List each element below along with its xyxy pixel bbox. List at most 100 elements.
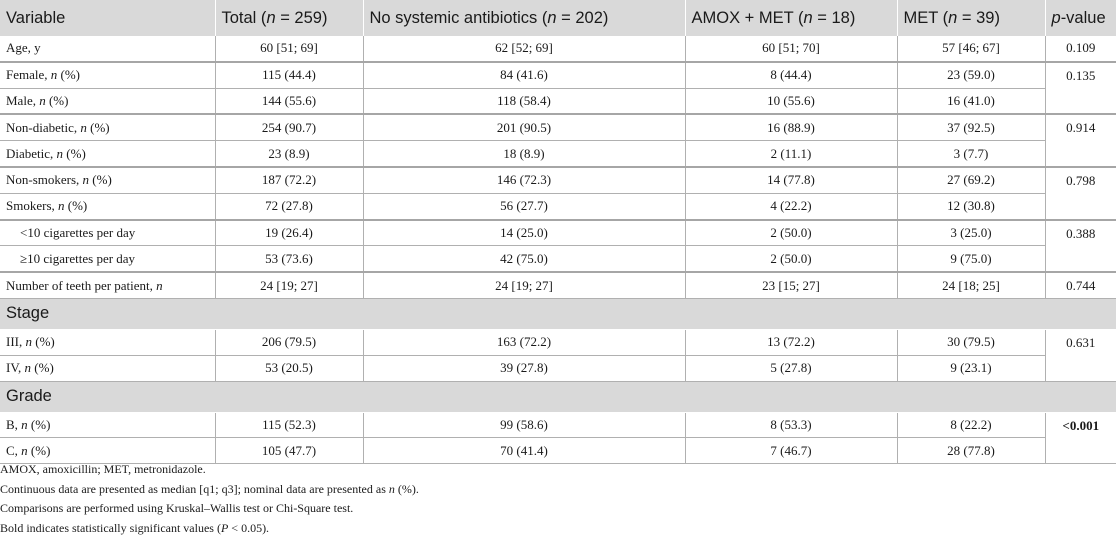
table-footnotes: AMOX, amoxicillin; MET, metronidazole. C… [0,460,1116,539]
table-row-male: Male, n (%) 144 (55.6) 118 (58.4) 10 (55… [0,88,1116,116]
cell-met: 23 (59.0) [896,61,1045,89]
cell-met: 16 (41.0) [896,88,1045,116]
cell-no-antibiotics: 24 [19; 27] [362,272,685,299]
cell-met: 27 (69.2) [896,166,1045,194]
table-row-stage-iii: III, n (%) 206 (79.5) 163 (72.2) 13 (72.… [0,329,1116,382]
footnote-significance: Bold indicates statistically significant… [0,519,1116,539]
label-text: Age, y [6,40,41,56]
header-text: No systemic antibiotics ( [369,8,548,27]
cell-met: 9 (75.0) [896,245,1045,274]
cell-no-antibiotics: 84 (41.6) [362,61,685,89]
table-row-female: Female, n (%) 115 (44.4) 84 (41.6) 8 (44… [0,61,1116,116]
label-text: Male, [6,92,40,108]
cell-no-antibiotics: 62 [52; 69] [362,36,685,63]
cell-amox-met: 8 (44.4) [684,61,897,89]
row-label: Male, n (%) [0,88,215,116]
cell-amox-met: 60 [51; 70] [684,36,897,63]
cell-total: 105 (47.7) [214,437,363,465]
header-text: -value [1060,8,1106,27]
cell-amox-met: 7 (46.7) [684,437,897,465]
footnote-abbreviations: AMOX, amoxicillin; MET, metronidazole. [0,462,206,476]
cell-p-value: 0.744 [1044,272,1116,299]
cell-p-value: 0.135 [1044,61,1116,116]
cell-no-antibiotics: 39 (27.8) [362,355,685,382]
cell-met: 28 (77.8) [896,437,1045,465]
cell-total: 206 (79.5) [214,329,363,356]
label-text: Non-smokers, [6,172,83,188]
cell-met: 3 (7.7) [896,140,1045,168]
label-text: Non-diabetic, [6,119,81,135]
label-n: n [58,198,65,214]
header-p-value: p-value [1044,0,1116,36]
cell-no-antibiotics: 70 (41.4) [362,437,685,465]
label-unit: (%) [27,416,51,432]
label-unit: (%) [27,442,51,458]
row-label: III, n (%) [0,329,215,356]
label-n: n [25,334,33,350]
label-unit: (%) [31,360,54,376]
label-unit: (%) [64,198,88,214]
header-text: AMOX + MET ( [691,8,804,27]
label-text: B, [6,416,22,432]
table-row-non-smokers: Non-smokers, n (%) 187 (72.2) 146 (72.3)… [0,166,1116,221]
cell-amox-met: 13 (72.2) [684,329,897,356]
cell-total: 53 (73.6) [214,245,363,274]
cell-amox-met: 10 (55.6) [684,88,897,116]
label-n: n [21,416,28,432]
section-title: Grade [0,381,1116,413]
footnote-tests: Comparisons are performed using Kruskal–… [0,501,354,516]
header-text: = 202) [556,8,609,27]
cell-met: 30 (79.5) [896,329,1045,356]
cell-total: 53 (20.5) [214,355,363,382]
label-text: ≥10 cigarettes per day [20,250,136,266]
label-text: IV, [6,360,25,376]
header-met: MET (n = 39) [896,0,1045,36]
label-n: n [156,277,163,293]
header-text: MET ( [903,8,949,27]
cell-amox-met: 2 (50.0) [684,219,897,247]
cell-no-antibiotics: 14 (25.0) [362,219,685,247]
cell-amox-met: 4 (22.2) [684,193,897,221]
header-n: n [266,8,276,27]
cell-p-value: 0.388 [1044,219,1116,274]
cell-total: 115 (44.4) [214,61,363,89]
row-label: ≥10 cigarettes per day [0,245,215,274]
header-text: Variable [6,8,66,27]
label-n: n [56,145,64,161]
cell-amox-met: 5 (27.8) [684,355,897,382]
footnote-text: (%). [394,481,419,496]
header-text: Total ( [221,8,267,27]
label-unit: (%) [45,92,69,108]
cell-met: 8 (22.2) [896,412,1045,439]
label-text: <10 cigarettes per day [20,224,136,240]
table-row-lt10-cigarettes: <10 cigarettes per day 19 (26.4) 14 (25.… [0,219,1116,274]
section-title: Stage [0,298,1116,330]
label-n: n [80,119,87,135]
row-label: Number of teeth per patient, n [0,272,215,299]
section-row-stage: Stage [0,298,1116,330]
cell-amox-met: 16 (88.9) [684,114,897,142]
label-unit: (%) [86,119,110,135]
cell-total: 24 [19; 27] [214,272,363,299]
label-n: n [50,67,58,83]
cell-total: 144 (55.6) [214,88,363,116]
cell-p-value: 0.631 [1044,329,1116,382]
cell-total: 187 (72.2) [214,166,363,194]
cell-no-antibiotics: 163 (72.2) [362,329,685,356]
row-label: Non-smokers, n (%) [0,166,215,194]
cell-total: 19 (26.4) [214,219,363,247]
cell-amox-met: 23 [15; 27] [684,272,897,299]
cell-no-antibiotics: 201 (90.5) [362,114,685,142]
header-n: n [547,8,557,27]
table-row-teeth: Number of teeth per patient, n 24 [19; 2… [0,272,1116,299]
row-label: Diabetic, n (%) [0,140,215,168]
cell-p-value: 0.914 [1044,114,1116,168]
cell-amox-met: 2 (11.1) [684,140,897,168]
label-text: C, [6,442,22,458]
results-table: Variable Total (n = 259) No systemic ant… [0,0,1116,465]
cell-no-antibiotics: 18 (8.9) [362,140,685,168]
cell-no-antibiotics: 146 (72.3) [362,166,685,194]
label-text: III, [6,334,26,350]
table-row-grade-c: C, n (%) 105 (47.7) 70 (41.4) 7 (46.7) 2… [0,437,1116,465]
label-unit: (%) [63,145,86,161]
